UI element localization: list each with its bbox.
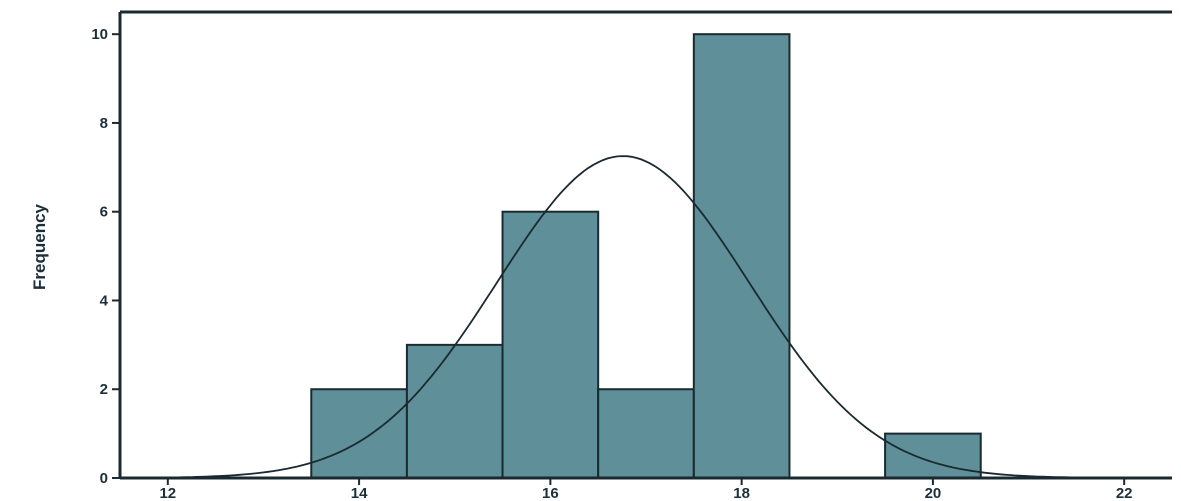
normal-curve <box>129 155 1163 479</box>
y-tick-label-8: 8 <box>100 115 108 132</box>
axes-layer: 0 2 4 6 8 10 12 14 16 18 20 22 <box>91 10 1172 501</box>
bars-layer <box>310 33 982 479</box>
histogram-bar-4 <box>692 33 791 479</box>
histogram-bar-1 <box>405 343 504 479</box>
x-tick-label-18: 18 <box>733 485 750 501</box>
y-tick-label-2: 2 <box>100 381 108 398</box>
y-tick-label-10: 10 <box>91 26 108 43</box>
x-tick-label-22: 22 <box>1116 485 1133 501</box>
histogram-bar-5 <box>884 432 982 479</box>
x-tick-label-16: 16 <box>542 485 559 501</box>
y-tick-label-4: 4 <box>100 292 109 309</box>
histogram-bar-2 <box>501 210 600 479</box>
y-tick-label-0: 0 <box>100 470 108 487</box>
histogram-bar-0 <box>310 388 408 479</box>
y-axis-label: Frequency <box>30 203 49 290</box>
histogram-bar-3 <box>597 388 695 479</box>
curve-layer <box>129 155 1163 479</box>
x-tick-label-14: 14 <box>351 485 368 501</box>
y-tick-label-6: 6 <box>100 204 108 221</box>
x-tick-label-12: 12 <box>159 485 176 501</box>
x-tick-label-20: 20 <box>925 485 942 501</box>
